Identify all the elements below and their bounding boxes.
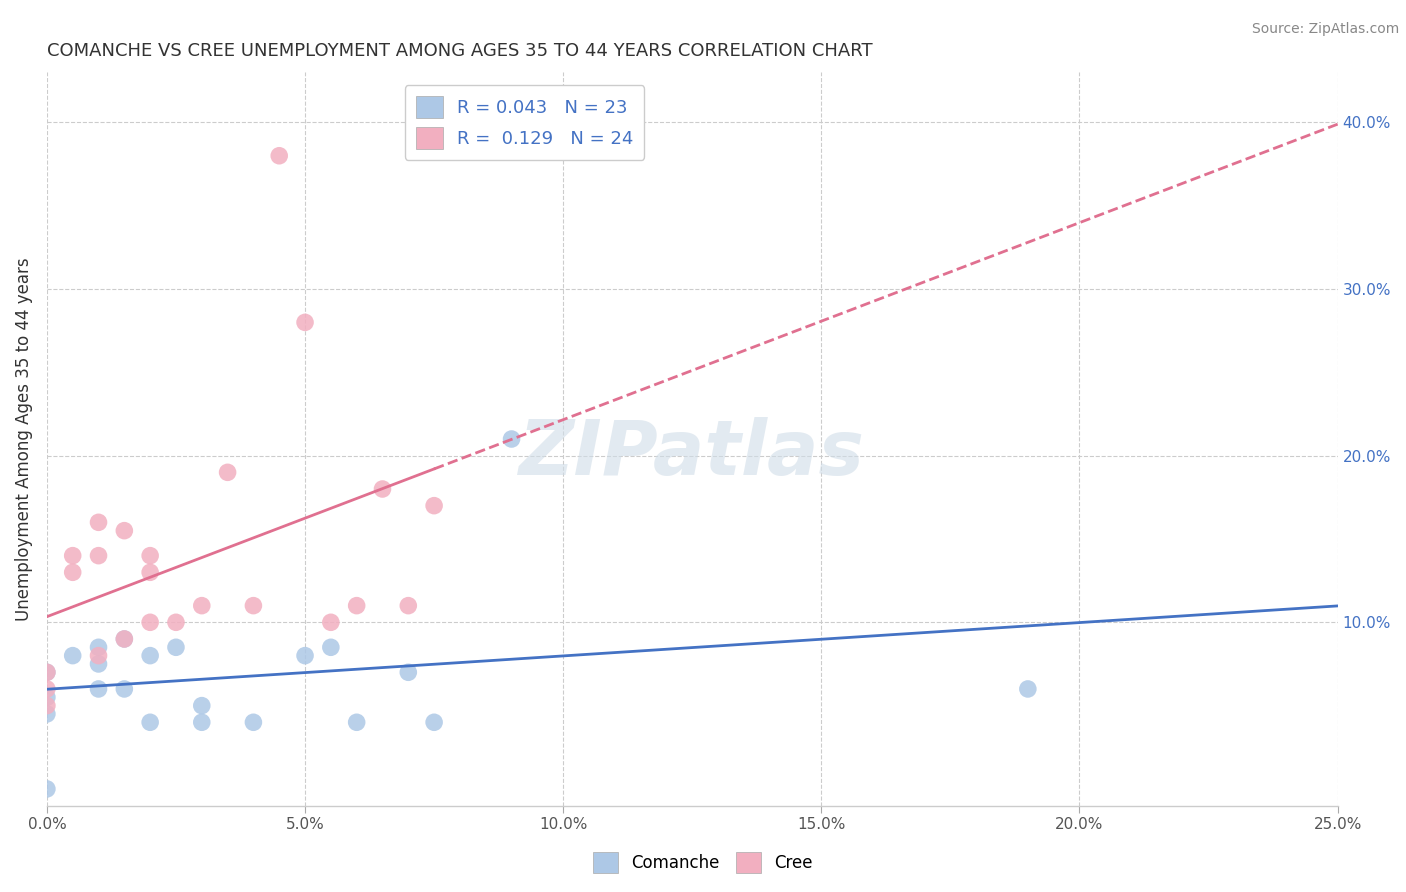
Point (87, 648, 110, 663)
Point (35, 690, 58, 705)
Point (371, 482, 394, 496)
Point (139, 715, 162, 730)
Point (35, 681, 58, 696)
Point (217, 466, 239, 480)
Point (242, 715, 264, 730)
Point (319, 640, 342, 655)
Text: COMANCHE VS CREE UNEMPLOYMENT AMONG AGES 35 TO 44 YEARS CORRELATION CHART: COMANCHE VS CREE UNEMPLOYMENT AMONG AGES… (46, 42, 873, 60)
Point (35, 665, 58, 680)
Point (87, 516, 110, 530)
Point (191, 698, 214, 713)
Text: ZIPatlas: ZIPatlas (519, 417, 865, 491)
Point (35, 698, 58, 713)
Point (346, 599, 368, 613)
Point (396, 599, 419, 613)
Point (139, 566, 162, 580)
Point (62, 549, 84, 563)
Point (294, 648, 316, 663)
Point (165, 615, 187, 630)
Point (87, 657, 110, 671)
Point (62, 566, 84, 580)
Point (87, 549, 110, 563)
Point (501, 432, 523, 446)
Legend: Comanche, Cree: Comanche, Cree (586, 846, 820, 880)
Point (112, 632, 135, 646)
Point (139, 615, 162, 630)
Point (35, 665, 58, 680)
Legend: R = 0.043   N = 23, R =  0.129   N = 24: R = 0.043 N = 23, R = 0.129 N = 24 (405, 85, 644, 160)
Point (269, 149, 291, 163)
Point (35, 781, 58, 796)
Point (1017, 681, 1039, 696)
Point (35, 706, 58, 721)
Point (165, 640, 187, 655)
Point (112, 632, 135, 646)
Point (112, 524, 135, 538)
Point (139, 648, 162, 663)
Point (346, 715, 368, 730)
Point (87, 681, 110, 696)
Point (319, 615, 342, 630)
Point (294, 315, 316, 329)
Point (423, 715, 446, 730)
Point (242, 599, 264, 613)
Point (396, 665, 419, 680)
Point (423, 499, 446, 513)
Point (87, 640, 110, 655)
Text: Source: ZipAtlas.com: Source: ZipAtlas.com (1251, 22, 1399, 37)
Point (139, 549, 162, 563)
Point (191, 599, 214, 613)
Point (62, 648, 84, 663)
Point (191, 715, 214, 730)
Point (112, 681, 135, 696)
Y-axis label: Unemployment Among Ages 35 to 44 years: Unemployment Among Ages 35 to 44 years (15, 257, 32, 621)
